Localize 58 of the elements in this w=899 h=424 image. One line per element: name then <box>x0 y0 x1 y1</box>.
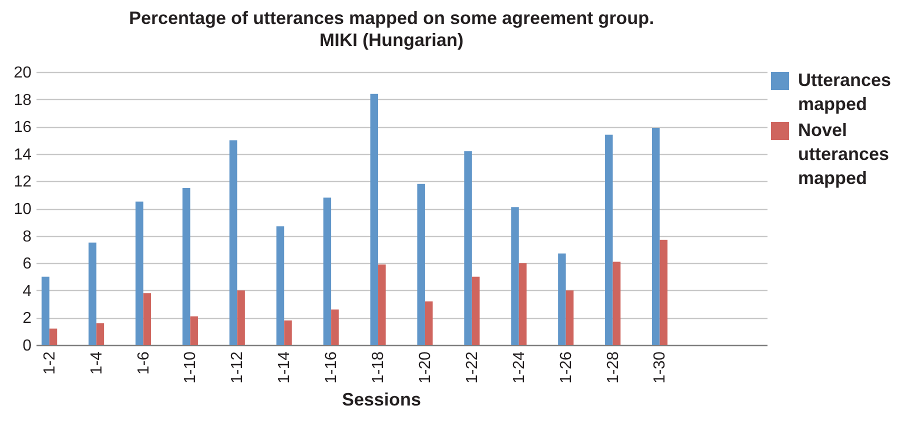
bar <box>566 290 574 345</box>
bar <box>605 134 613 345</box>
chart-title: Percentage of utterances mapped on some agreement group. <box>128 8 654 28</box>
bar <box>464 151 472 345</box>
x-tick-label: 1-24 <box>510 351 528 384</box>
y-tick-label: 0 <box>22 338 32 354</box>
bar <box>417 184 425 345</box>
bar <box>511 207 519 345</box>
bar <box>424 301 433 345</box>
bar <box>284 320 292 345</box>
y-tick-label: 2 <box>22 310 32 328</box>
x-tick-label: 1-28 <box>604 351 622 384</box>
bar <box>190 316 198 345</box>
bar <box>612 262 621 345</box>
x-tick-label: 1-6 <box>135 351 152 375</box>
x-tick-label: 1-10 <box>182 351 200 384</box>
x-tick-label: 1-4 <box>88 351 106 375</box>
x-tick-label: 1-12 <box>229 351 246 384</box>
y-tick-label: 18 <box>14 92 32 109</box>
chart-subtitle: MIKI (Hungarian) <box>320 30 464 50</box>
legend-label: Utterances mapped <box>798 70 892 114</box>
x-tick-label: 1-16 <box>323 351 340 384</box>
bar <box>182 188 190 345</box>
bar <box>229 140 238 345</box>
x-tick-label: 1-18 <box>370 351 388 384</box>
bar <box>660 240 668 345</box>
x-tick-label: 1-22 <box>464 351 481 384</box>
bar <box>237 290 245 345</box>
y-tick-label: 14 <box>14 146 32 164</box>
bar <box>136 202 144 345</box>
bar <box>378 264 386 345</box>
bar <box>472 276 480 345</box>
x-tick-label: 1-26 <box>558 351 575 384</box>
bar <box>143 293 152 345</box>
bar <box>323 198 332 345</box>
y-tick-label: 6 <box>22 256 32 273</box>
bar <box>96 323 104 345</box>
legend-label: Novel utterances mapped <box>798 120 890 188</box>
bar <box>652 128 660 345</box>
x-tick-label: 1-20 <box>416 351 434 384</box>
bar <box>276 226 284 345</box>
y-tick-label: 20 <box>14 64 32 82</box>
bar <box>518 263 527 345</box>
bar <box>558 254 566 345</box>
y-tick-label: 10 <box>14 201 32 218</box>
x-tick-label: 1-30 <box>652 351 669 384</box>
bar <box>370 94 378 345</box>
x-tick-label: 1-14 <box>276 351 294 384</box>
bar <box>49 328 58 345</box>
y-tick-label: 12 <box>14 174 32 191</box>
bar <box>42 276 50 345</box>
y-tick-label: 4 <box>22 282 32 300</box>
y-tick-label: 16 <box>14 119 32 136</box>
bar <box>331 310 339 345</box>
x-tick-label: 1-2 <box>41 351 58 375</box>
bar <box>88 242 96 345</box>
x-axis-title: Sessions <box>342 390 422 410</box>
y-tick-label: 8 <box>22 228 32 246</box>
